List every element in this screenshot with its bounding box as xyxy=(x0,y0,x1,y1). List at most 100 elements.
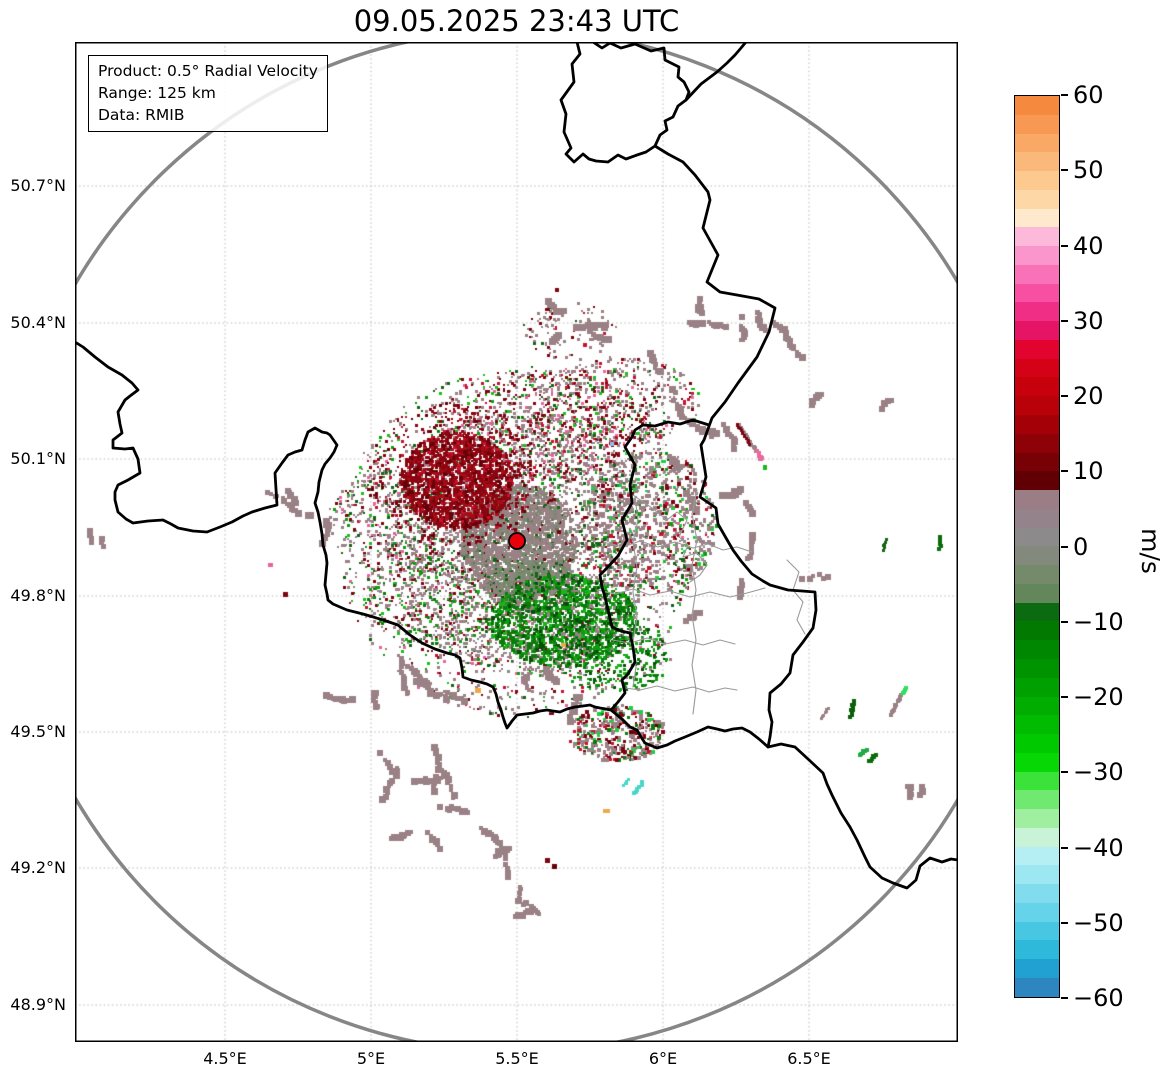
x-tick-label: 5.5°E xyxy=(495,1049,539,1068)
colorbar-band xyxy=(1015,602,1059,622)
country-border xyxy=(609,708,770,750)
colorbar-band xyxy=(1015,884,1059,903)
colorbar-band xyxy=(1015,171,1059,190)
colorbar-band xyxy=(1015,565,1059,584)
colorbar-band xyxy=(1015,809,1059,828)
x-tick-label: 4.5°E xyxy=(203,1049,247,1068)
colorbar-band xyxy=(1015,246,1059,265)
admin-border xyxy=(602,540,753,553)
axes-frame xyxy=(75,42,958,1042)
colorbar-band xyxy=(1015,227,1059,247)
admin-border xyxy=(624,685,738,693)
colorbar-band xyxy=(1015,415,1059,434)
colorbar-tick-label: −60 xyxy=(1073,984,1124,1012)
colorbar-band xyxy=(1015,677,1059,697)
info-data-source: Data: RMIB xyxy=(98,106,185,125)
colorbar-tick-label: 0 xyxy=(1073,532,1089,561)
colorbar-band xyxy=(1015,452,1059,472)
colorbar-band xyxy=(1015,715,1059,735)
y-tick-label: 49.2°N xyxy=(10,858,66,877)
colorbar-band xyxy=(1015,640,1059,659)
colorbar-band xyxy=(1015,752,1059,772)
colorbar-tick-label: −30 xyxy=(1073,758,1124,787)
colorbar-band xyxy=(1015,921,1059,941)
colorbar-tick xyxy=(1061,921,1068,924)
colorbar-unit-label: m/s xyxy=(1136,528,1165,574)
colorbar-band xyxy=(1015,827,1059,847)
colorbar-band xyxy=(1015,508,1059,528)
info-product: Product: 0.5° Radial Velocity xyxy=(98,62,318,80)
colorbar-band xyxy=(1015,865,1059,885)
product-info-box: Product: 0.5° Radial Velocity Range: 125… xyxy=(88,55,328,133)
colorbar-tick-label: 60 xyxy=(1073,81,1104,109)
colorbar-band xyxy=(1015,940,1059,960)
colorbar-tick xyxy=(1061,395,1068,397)
colorbar-band xyxy=(1015,396,1059,416)
colorbar-band xyxy=(1015,358,1059,378)
colorbar-band xyxy=(1015,490,1059,509)
colorbar-band xyxy=(1015,96,1059,115)
colorbar-band xyxy=(1015,321,1059,340)
country-border xyxy=(559,42,691,164)
colorbar-band xyxy=(1015,734,1059,753)
country-border xyxy=(598,418,711,712)
x-tick-label: 6.5°E xyxy=(787,1049,831,1068)
colorbar-tick-label: 50 xyxy=(1073,156,1104,185)
y-tick-label: 49.8°N xyxy=(10,586,66,605)
country-border xyxy=(684,42,748,102)
colorbar-tick-label: −40 xyxy=(1073,833,1124,862)
colorbar-tick xyxy=(1061,169,1068,172)
colorbar-band xyxy=(1015,902,1059,922)
colorbar-tick xyxy=(1061,94,1068,96)
colorbar xyxy=(1014,95,1060,998)
admin-border xyxy=(632,494,708,583)
info-range: Range: 125 km xyxy=(98,84,216,103)
figure-title: 09.05.2025 23:43 UTC xyxy=(353,4,680,38)
colorbar-band xyxy=(1015,208,1059,228)
colorbar-band xyxy=(1015,339,1059,359)
y-tick-label: 49.5°N xyxy=(10,722,66,741)
colorbar-band xyxy=(1015,189,1059,209)
colorbar-band xyxy=(1015,302,1059,322)
colorbar-band xyxy=(1015,133,1059,153)
colorbar-band xyxy=(1015,114,1059,134)
colorbar-band xyxy=(1015,264,1059,284)
colorbar-band xyxy=(1015,283,1059,303)
colorbar-band xyxy=(1015,658,1059,678)
colorbar-tick xyxy=(1061,771,1068,774)
colorbar-tick-label: 40 xyxy=(1073,231,1104,260)
colorbar-band xyxy=(1015,377,1059,397)
colorbar-band xyxy=(1015,583,1059,603)
y-tick-label: 50.7°N xyxy=(10,176,66,195)
map-overlay xyxy=(75,42,958,1042)
colorbar-band xyxy=(1015,846,1059,866)
map-axes: Product: 0.5° Radial Velocity Range: 125… xyxy=(75,42,958,1042)
x-tick-label: 6°E xyxy=(648,1049,678,1068)
colorbar-tick xyxy=(1061,696,1068,698)
radar-site-marker xyxy=(508,532,526,550)
colorbar-tick-label: 20 xyxy=(1073,382,1104,410)
colorbar-band xyxy=(1015,959,1059,978)
x-tick-label: 5°E xyxy=(356,1049,386,1068)
colorbar-band xyxy=(1015,433,1059,453)
colorbar-tick xyxy=(1061,319,1068,322)
country-border xyxy=(75,340,613,730)
colorbar-band xyxy=(1015,152,1059,172)
colorbar-tick xyxy=(1061,620,1068,623)
colorbar-band xyxy=(1015,471,1059,491)
colorbar-tick xyxy=(1061,997,1068,999)
y-tick-label: 48.9°N xyxy=(10,995,66,1014)
colorbar-tick xyxy=(1061,244,1068,247)
colorbar-band xyxy=(1015,527,1059,547)
colorbar-tick-label: −50 xyxy=(1073,908,1124,937)
admin-border xyxy=(786,559,806,635)
colorbar-tick xyxy=(1061,470,1068,473)
colorbar-band xyxy=(1015,621,1059,641)
colorbar-tick-label: 30 xyxy=(1073,306,1104,335)
colorbar-tick-label: 10 xyxy=(1073,457,1104,486)
colorbar-tick-label: −10 xyxy=(1073,607,1124,636)
colorbar-tick xyxy=(1061,846,1068,849)
colorbar-band xyxy=(1015,977,1059,997)
admin-border xyxy=(691,489,698,715)
